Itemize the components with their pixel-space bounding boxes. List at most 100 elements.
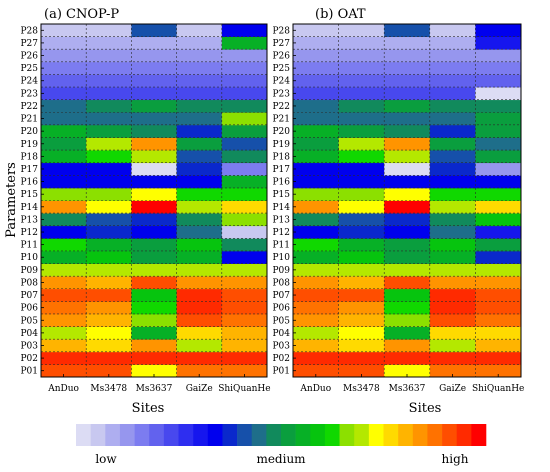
colorbar-swatch-25 bbox=[442, 424, 458, 446]
y-tick-label-p26: P26 bbox=[272, 52, 290, 62]
heatmap-cell-p14-ms3478 bbox=[338, 200, 385, 214]
heatmap-cell-p20-shiquanhe bbox=[475, 124, 522, 138]
y-tick-label-p16: P16 bbox=[20, 178, 38, 188]
heatmap-cell-p16-anduo bbox=[41, 175, 87, 189]
heatmap-cell-p03-gaize bbox=[429, 339, 476, 353]
y-tick-label-p07: P07 bbox=[272, 291, 290, 301]
heatmap-cell-p04-anduo bbox=[293, 326, 339, 340]
heatmap-cell-p03-shiquanhe bbox=[475, 339, 522, 353]
panel-a-x-axis-label: Sites bbox=[132, 401, 165, 416]
heatmap-cell-p07-gaize bbox=[176, 288, 223, 302]
panel-a-title: (a) CNOP-P bbox=[44, 7, 119, 22]
heatmap-cell-p18-gaize bbox=[176, 150, 223, 164]
heatmap-cell-p11-shiquanhe bbox=[221, 238, 268, 252]
y-tick-label-p15: P15 bbox=[272, 190, 290, 200]
y-tick-label-p22: P22 bbox=[20, 102, 38, 112]
heatmap-cell-p05-anduo bbox=[293, 313, 339, 327]
heatmap-cell-p26-ms3478 bbox=[86, 49, 132, 63]
heatmap-cell-p01-anduo bbox=[293, 364, 339, 378]
heatmap-cell-p04-ms3478 bbox=[338, 326, 385, 340]
heatmap-cell-p25-gaize bbox=[176, 61, 223, 75]
x-tick-label-shiquanhe: ShiQuanHe bbox=[472, 384, 524, 394]
heatmap-cell-p12-ms3478 bbox=[338, 225, 385, 239]
colorbar-swatch-6 bbox=[163, 424, 179, 446]
heatmap-cell-p03-anduo bbox=[41, 339, 87, 353]
heatmap-cell-p02-anduo bbox=[41, 351, 87, 365]
heatmap-cell-p24-shiquanhe bbox=[475, 74, 522, 88]
heatmap-cell-p15-anduo bbox=[41, 187, 87, 201]
heatmap-cell-p26-anduo bbox=[293, 49, 339, 63]
colorbar-swatch-26 bbox=[456, 424, 472, 446]
panel-a-y-axis-label: Parameters bbox=[4, 162, 19, 238]
x-tick-label-ms3478: Ms3478 bbox=[90, 384, 127, 394]
heatmap-cell-p07-gaize bbox=[429, 288, 476, 302]
heatmap-cell-p06-ms3637 bbox=[384, 301, 431, 315]
heatmap-cell-p21-ms3478 bbox=[86, 112, 132, 126]
heatmap-cell-p11-anduo bbox=[41, 238, 87, 252]
heatmap-cell-p12-gaize bbox=[176, 225, 223, 239]
heatmap-cell-p19-ms3478 bbox=[338, 137, 385, 151]
colorbar-swatch-10 bbox=[222, 424, 238, 446]
heatmap-cell-p17-gaize bbox=[176, 162, 223, 176]
panel-a-cells bbox=[41, 24, 268, 378]
heatmap-cell-p28-anduo bbox=[41, 24, 87, 38]
heatmap-cell-p17-shiquanhe bbox=[475, 162, 522, 176]
y-tick-label-p01: P01 bbox=[272, 367, 290, 377]
heatmap-cell-p08-shiquanhe bbox=[475, 276, 522, 290]
heatmap-cell-p12-ms3637 bbox=[384, 225, 431, 239]
heatmap-cell-p21-ms3478 bbox=[338, 112, 385, 126]
y-tick-label-p27: P27 bbox=[272, 39, 290, 49]
heatmap-cell-p12-ms3478 bbox=[86, 225, 132, 239]
panel-a: (a) CNOP-P P01 P02 P03 P04 P05 P06 P07 P08 P09 P1… bbox=[4, 7, 271, 416]
heatmap-cell-p25-gaize bbox=[429, 61, 476, 75]
heatmap-cell-p23-gaize bbox=[176, 87, 223, 101]
heatmap-cell-p16-shiquanhe bbox=[221, 175, 268, 189]
colorbar-swatch-24 bbox=[427, 424, 443, 446]
heatmap-cell-p23-gaize bbox=[429, 87, 476, 101]
heatmap-cell-p26-ms3637 bbox=[384, 49, 431, 63]
heatmap-cell-p26-ms3637 bbox=[131, 49, 177, 63]
heatmap-cell-p19-gaize bbox=[429, 137, 476, 151]
y-tick-label-p14: P14 bbox=[20, 203, 38, 213]
panel-b: (b) OAT P01 P02 P03 P04 P05 P06 P07 P08 P09 P10 P1… bbox=[272, 7, 524, 416]
heatmap-cell-p09-shiquanhe bbox=[221, 263, 268, 277]
y-tick-label-p12: P12 bbox=[20, 228, 38, 238]
heatmap-cell-p25-ms3478 bbox=[338, 61, 385, 75]
heatmap-cell-p06-ms3478 bbox=[86, 301, 132, 315]
heatmap-cell-p08-ms3637 bbox=[384, 276, 431, 290]
heatmap-cell-p16-gaize bbox=[429, 175, 476, 189]
heatmap-cell-p15-ms3637 bbox=[384, 187, 431, 201]
heatmap-cell-p04-anduo bbox=[41, 326, 87, 340]
panel-b-title: (b) OAT bbox=[315, 7, 366, 22]
heatmap-cell-p20-shiquanhe bbox=[221, 124, 268, 138]
y-tick-label-p06: P06 bbox=[272, 304, 290, 314]
y-tick-label-p27: P27 bbox=[20, 39, 38, 49]
heatmap-cell-p27-gaize bbox=[176, 36, 223, 50]
heatmap-cell-p03-gaize bbox=[176, 339, 223, 353]
heatmap-cell-p15-ms3478 bbox=[86, 187, 132, 201]
heatmap-cell-p14-ms3637 bbox=[131, 200, 177, 214]
y-tick-label-p09: P09 bbox=[20, 266, 38, 276]
heatmap-cell-p20-anduo bbox=[293, 124, 339, 138]
heatmap-cell-p19-gaize bbox=[176, 137, 223, 151]
heatmap-cell-p08-gaize bbox=[176, 276, 223, 290]
heatmap-cell-p27-ms3478 bbox=[338, 36, 385, 50]
heatmap-cell-p14-gaize bbox=[176, 200, 223, 214]
colorbar-swatch-27 bbox=[471, 424, 487, 446]
y-tick-label-p09: P09 bbox=[272, 266, 290, 276]
heatmap-cell-p22-ms3478 bbox=[338, 99, 385, 113]
y-tick-label-p19: P19 bbox=[20, 140, 38, 150]
heatmap-cell-p06-shiquanhe bbox=[221, 301, 268, 315]
heatmap-cell-p02-gaize bbox=[429, 351, 476, 365]
heatmap-cell-p27-ms3637 bbox=[131, 36, 177, 50]
heatmap-cell-p22-anduo bbox=[293, 99, 339, 113]
heatmap-cell-p18-anduo bbox=[293, 150, 339, 164]
heatmap-cell-p15-shiquanhe bbox=[475, 187, 522, 201]
heatmap-cell-p23-shiquanhe bbox=[221, 87, 268, 101]
heatmap-cell-p09-shiquanhe bbox=[475, 263, 522, 277]
heatmap-cell-p22-ms3478 bbox=[86, 99, 132, 113]
heatmap-cell-p21-anduo bbox=[41, 112, 87, 126]
heatmap-cell-p18-ms3478 bbox=[338, 150, 385, 164]
heatmap-cell-p25-ms3637 bbox=[384, 61, 431, 75]
y-tick-label-p26: P26 bbox=[20, 52, 38, 62]
